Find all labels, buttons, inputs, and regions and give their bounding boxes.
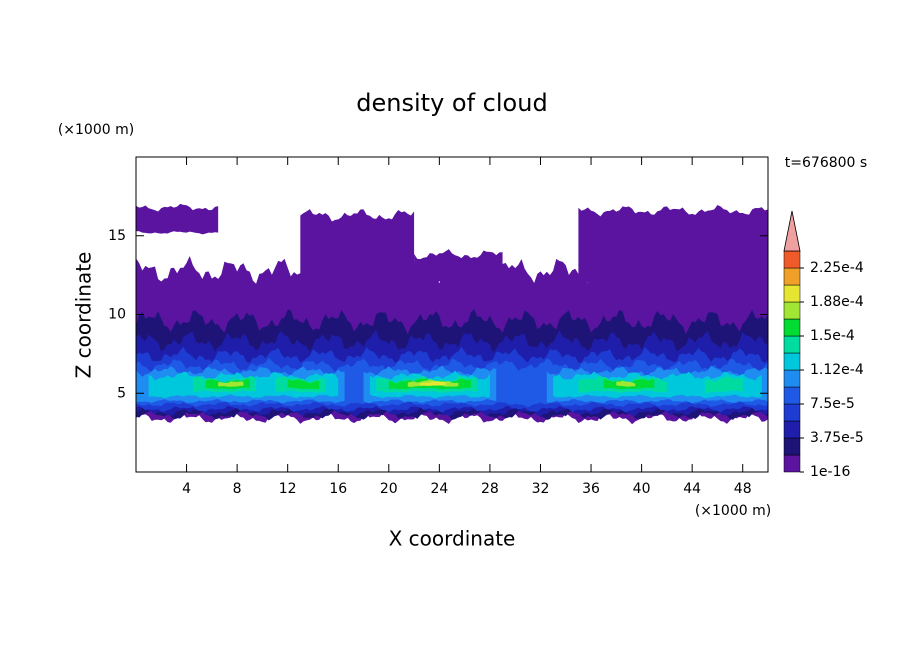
y-tick-label: 5 xyxy=(117,385,126,401)
x-tick-label: 8 xyxy=(233,481,242,497)
colorbar-box xyxy=(783,437,801,456)
contour-region xyxy=(616,380,636,387)
contour-field xyxy=(136,203,768,425)
colorbar-label: 1.5e-4 xyxy=(810,328,855,344)
x-tick-label: 28 xyxy=(481,481,499,497)
y-tick-label: 15 xyxy=(108,228,126,244)
contour-region xyxy=(136,203,219,235)
colorbar-box xyxy=(783,386,801,405)
x-tick-label: 48 xyxy=(734,481,752,497)
x-tick-label: 32 xyxy=(532,481,550,497)
contour-region xyxy=(300,209,415,286)
contour-region xyxy=(420,381,446,386)
contour-region xyxy=(414,249,503,285)
x-tick-label: 16 xyxy=(329,481,347,497)
x-tick-label: 36 xyxy=(582,481,600,497)
x-tick-label: 12 xyxy=(279,481,297,497)
colorbar-box xyxy=(783,454,801,473)
x-tick-label: 4 xyxy=(182,481,191,497)
y-tick-label: 10 xyxy=(108,307,126,323)
colorbar-box xyxy=(783,352,801,371)
contour-region xyxy=(704,376,743,394)
colorbar-box xyxy=(783,250,801,269)
colorbar-box xyxy=(783,284,801,303)
contour-region xyxy=(218,381,244,387)
x-axis-label: X coordinate xyxy=(389,527,516,551)
colorbar-box xyxy=(783,403,801,422)
x-tick-label: 44 xyxy=(683,481,701,497)
x-tick-label: 40 xyxy=(633,481,651,497)
x-tick-label: 20 xyxy=(380,481,398,497)
colorbar-box xyxy=(783,267,801,286)
x-unit: (×1000 m) xyxy=(695,503,771,519)
y-unit: (×1000 m) xyxy=(58,122,134,138)
colorbar-box xyxy=(783,369,801,388)
colorbar-box xyxy=(783,301,801,320)
colorbar-box xyxy=(783,420,801,439)
contour-region xyxy=(287,378,320,390)
colorbar-label: 1e-16 xyxy=(810,464,850,480)
chart-title: density of cloud xyxy=(356,89,547,117)
contour-region xyxy=(578,205,768,286)
colorbar-label: 3.75e-5 xyxy=(810,430,864,446)
annotation: t=676800 s xyxy=(785,155,867,171)
x-tick-label: 24 xyxy=(430,481,448,497)
colorbar-label: 7.5e-5 xyxy=(810,396,855,412)
colorbar-extend xyxy=(783,210,801,252)
colorbar-box xyxy=(783,318,801,337)
colorbar-label: 1.88e-4 xyxy=(810,294,864,310)
colorbar-label: 2.25e-4 xyxy=(810,260,864,276)
y-axis-label: Z coordinate xyxy=(72,252,96,379)
colorbar-label: 1.12e-4 xyxy=(810,362,864,378)
colorbar-box xyxy=(783,335,801,354)
